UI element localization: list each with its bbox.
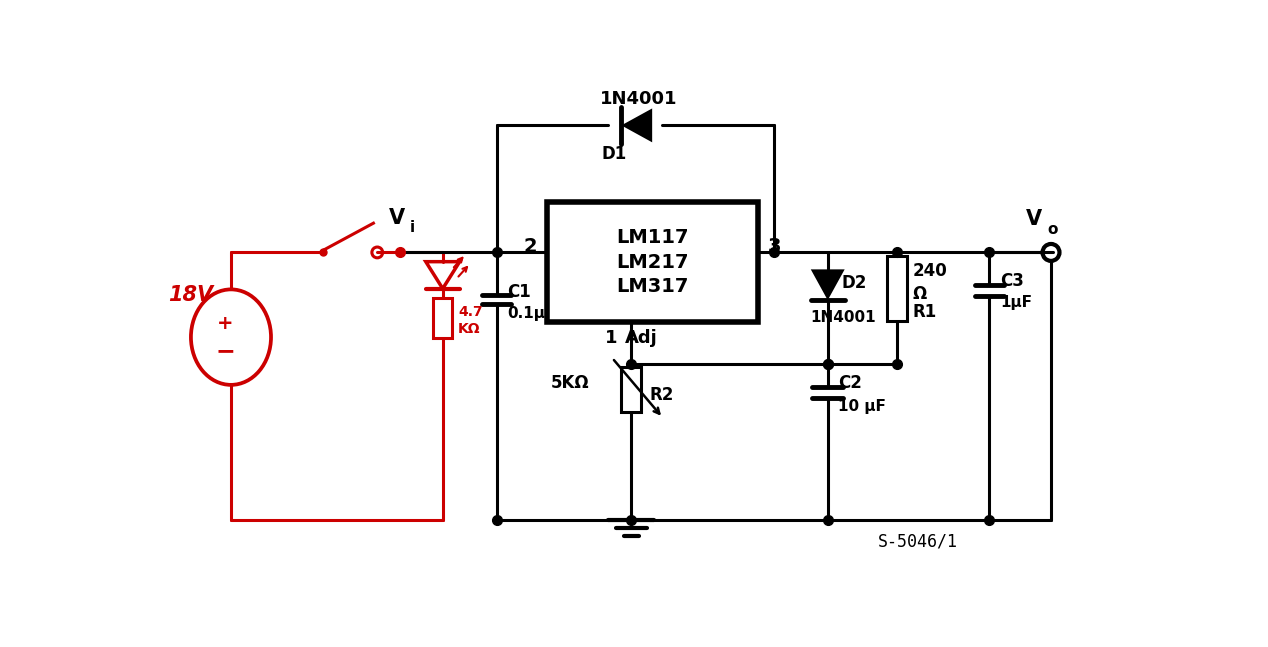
Text: Adj: Adj (625, 329, 658, 347)
Text: 4.7: 4.7 (458, 305, 483, 320)
Text: V: V (1026, 210, 1042, 229)
Polygon shape (621, 109, 652, 142)
Polygon shape (810, 269, 844, 300)
Text: 1N4001: 1N4001 (810, 310, 876, 325)
Text: LM317: LM317 (616, 277, 689, 296)
Text: V: V (389, 208, 404, 228)
Text: +: + (217, 314, 233, 333)
Text: LM217: LM217 (616, 252, 689, 272)
Text: 2: 2 (524, 237, 538, 256)
Bar (434, 298, 451, 338)
Text: 3: 3 (767, 237, 781, 256)
Bar (621, 367, 642, 412)
Text: LM117: LM117 (616, 228, 689, 247)
Text: KΩ: KΩ (458, 322, 481, 336)
Text: Ω: Ω (913, 285, 927, 303)
Text: C2: C2 (838, 375, 862, 392)
Text: −: − (216, 339, 236, 363)
Text: R2: R2 (649, 386, 673, 404)
Text: i: i (410, 221, 415, 236)
Text: 240: 240 (913, 261, 947, 280)
Bar (888, 256, 907, 321)
Text: o: o (1047, 222, 1058, 237)
Text: 10 μF: 10 μF (838, 399, 886, 414)
Text: C3: C3 (1000, 272, 1025, 290)
Bar (547, 203, 758, 322)
Text: D1: D1 (601, 146, 626, 164)
Text: 1: 1 (605, 329, 618, 347)
Text: D2: D2 (842, 274, 867, 292)
Text: 0.1μF: 0.1μF (507, 306, 555, 321)
Text: 1μF: 1μF (1000, 295, 1032, 310)
Text: 5KΩ: 5KΩ (550, 375, 590, 392)
Text: S-5046/1: S-5046/1 (877, 532, 957, 550)
Text: 18V: 18V (167, 285, 213, 305)
Text: R1: R1 (913, 303, 937, 322)
Text: C1: C1 (507, 283, 531, 301)
Text: 1N4001: 1N4001 (600, 91, 678, 109)
